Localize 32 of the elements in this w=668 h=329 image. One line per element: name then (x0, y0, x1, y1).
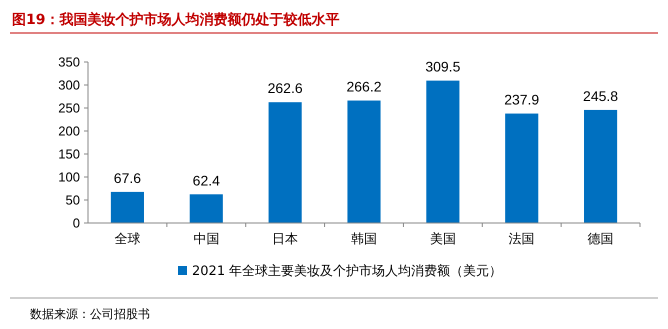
bar (505, 114, 538, 223)
legend-label: 2021 年全球主要美妆及个护市场人均消费额（美元） (192, 263, 502, 279)
x-tick-label: 日本 (272, 232, 298, 247)
y-tick-label: 250 (58, 100, 80, 116)
y-tick-label: 50 (66, 192, 80, 208)
y-tick-label: 200 (58, 124, 80, 139)
y-tick-label: 0 (72, 216, 80, 231)
data-label: 309.5 (425, 58, 461, 75)
bar (347, 100, 381, 223)
data-label: 262.6 (268, 80, 303, 96)
data-label: 62.4 (192, 172, 220, 188)
bar (426, 80, 460, 223)
data-label: 245.8 (583, 88, 618, 104)
x-tick-label: 美国 (430, 231, 456, 247)
x-tick-label: 全球 (114, 232, 140, 247)
x-tick-label: 中国 (193, 232, 220, 247)
x-tick-label: 韩国 (351, 232, 377, 247)
x-tick-label: 法国 (508, 232, 535, 247)
y-tick-label: 150 (58, 146, 80, 162)
bar (110, 192, 144, 223)
bar (190, 194, 223, 223)
source-note: 数据来源：公司招股书 (30, 307, 150, 321)
x-tick-label: 德国 (588, 232, 614, 247)
data-label: 266.2 (346, 78, 382, 95)
y-tick-label: 350 (58, 54, 80, 70)
bar (584, 110, 618, 223)
chart-title: 图19：我国美妆个护市场人均消费额仍处于较低水平 (12, 11, 340, 28)
data-label: 67.6 (114, 170, 142, 186)
y-tick-label: 100 (58, 170, 80, 185)
bar (268, 102, 302, 223)
data-label: 237.9 (504, 92, 540, 108)
y-tick-label: 300 (58, 78, 80, 93)
